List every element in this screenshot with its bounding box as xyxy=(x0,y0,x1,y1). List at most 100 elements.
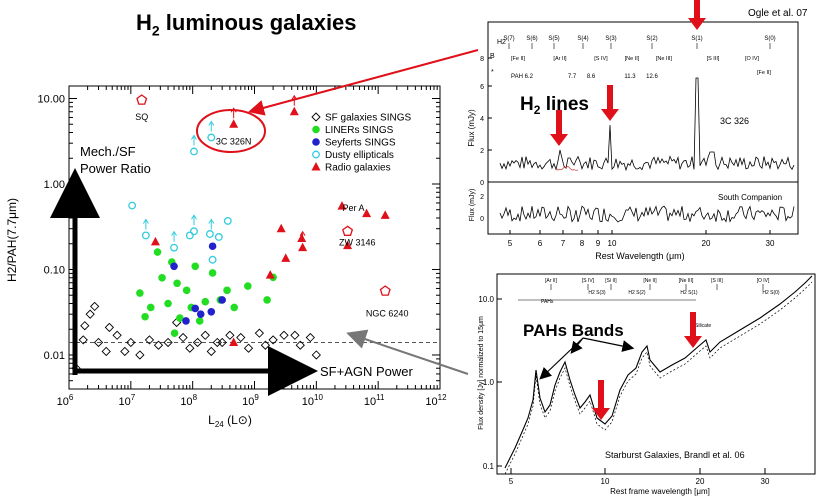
pah-line-id: 7.7 xyxy=(568,74,577,80)
brandl-line-ids: [Ar II] [S IV] [Ne II] [Ne III] [S III] [O IV… xyxy=(518,278,780,329)
ogle-y-label-2: Flux (mJy) xyxy=(469,189,476,222)
data-point xyxy=(141,312,149,321)
pahs-small-label: PAHs xyxy=(541,299,554,305)
h2-lines-annotation: H2 lines xyxy=(520,94,589,117)
brandl-line-id: [S III] xyxy=(711,278,723,284)
ogle-x-tick-label: 6 xyxy=(538,239,543,248)
ogle-y-tick-label: 6 xyxy=(480,84,484,91)
power-ratio-label: Power Ratio xyxy=(80,161,151,176)
data-point xyxy=(217,337,227,348)
main-data-points xyxy=(71,94,391,373)
data-point xyxy=(305,332,315,343)
data-point xyxy=(136,94,148,105)
main-point-labels: SQ 3C 326N Per A ZW 3146 NGC 6240 xyxy=(135,112,408,319)
data-point xyxy=(128,201,137,210)
h2-line-id: S(1) xyxy=(691,36,702,42)
x-tick-label: 1012 xyxy=(425,393,447,408)
legend-label: Radio galaxies xyxy=(325,163,391,174)
x-tick-exp: 12 xyxy=(438,393,447,402)
brandl-red-arrow-shaft xyxy=(598,380,604,410)
data-point xyxy=(136,289,144,297)
upper-limit-arrowhead xyxy=(191,134,197,140)
data-point xyxy=(260,340,271,350)
data-point xyxy=(379,285,391,296)
brandl-red-arrow-head xyxy=(592,408,610,420)
data-point xyxy=(254,328,265,338)
x-tick-exp: 9 xyxy=(254,393,259,402)
star-row-label: * xyxy=(491,69,494,76)
fine-line-id: [Ar II] xyxy=(553,56,567,62)
data-point xyxy=(90,301,100,312)
data-point xyxy=(243,343,254,353)
red-arrow-shaft xyxy=(607,85,613,111)
x-tick-exp: 11 xyxy=(376,393,385,402)
h2-line-id: S(7) xyxy=(503,36,514,42)
legend-label: Dusty ellipticals xyxy=(325,150,394,161)
data-point xyxy=(200,330,210,340)
data-point xyxy=(225,330,235,340)
ogle-y2-tick-label: 0 xyxy=(480,216,484,223)
data-point xyxy=(135,350,145,360)
h2-row-label: H2 xyxy=(497,39,506,46)
fine-line-id: [Fe II] xyxy=(511,56,526,62)
ogle-source-label: 3C 326 xyxy=(720,116,749,126)
x-tick-exp: 8 xyxy=(193,393,198,402)
page-title: H2 luminous galaxies xyxy=(136,10,357,38)
data-point xyxy=(153,340,164,350)
main-y-axis-label: H2/PAH(7.7μm) xyxy=(5,198,19,282)
fine-line-id: [S III] xyxy=(707,56,720,62)
ogle-x-tick-label: 20 xyxy=(702,239,711,248)
ogle-x-tick-label: 8 xyxy=(580,239,585,248)
data-point xyxy=(190,227,198,236)
brandl-line-id: [Ne III] xyxy=(679,278,694,284)
data-point xyxy=(342,225,354,236)
point-label: Per A xyxy=(343,203,365,213)
data-point xyxy=(207,133,216,142)
brandl-line-id: [Ar II] xyxy=(545,278,558,284)
brandl-h2-id: H2 S(0) xyxy=(762,290,780,296)
legend-label: SF galaxies SINGS xyxy=(325,113,411,124)
x-tick-base: 10 xyxy=(57,396,69,408)
pah-band-pointer xyxy=(539,337,584,380)
brandl-credit: Starburst Galaxies, Brandl et al. 06 xyxy=(605,450,745,460)
data-point xyxy=(229,119,239,128)
data-point xyxy=(297,233,307,243)
pahs-bands-annotation: PAHs Bands xyxy=(523,321,624,340)
point-label: SQ xyxy=(135,112,148,122)
b-row-label: B xyxy=(490,53,495,60)
ogle-line-ids: S(7) S(6) S(5) S(4) S(3) S(2) S(1) S(0) H2B * [Fe … xyxy=(490,36,776,80)
red-arrow-head xyxy=(601,109,619,121)
data-point xyxy=(208,242,217,251)
ogle-spectrum-line xyxy=(499,77,795,172)
y-tick-label: 1.00 xyxy=(44,179,65,191)
pah-line-id: 11.3 xyxy=(624,74,636,80)
ogle-x-tick-label: 7 xyxy=(561,239,566,248)
callout-arrow-gray xyxy=(346,329,469,375)
data-point xyxy=(281,253,291,262)
data-point xyxy=(185,343,195,353)
data-point xyxy=(191,262,200,271)
ogle-y-label: Flux (mJy) xyxy=(467,109,476,147)
data-point xyxy=(195,317,204,325)
brandl-h2-id: H2 S(3) xyxy=(588,290,606,296)
brandl-ticks: 5 10 20 30 0.1 1.0 10.0 xyxy=(478,295,770,486)
brandl-y-tick-label: 1.0 xyxy=(483,378,495,387)
x-tick-base: 10 xyxy=(364,396,376,408)
data-point xyxy=(201,297,210,306)
brandl-red-arrow-head xyxy=(684,336,702,348)
data-point xyxy=(144,335,155,345)
legend-marker xyxy=(312,125,320,134)
data-point xyxy=(229,337,239,346)
data-point xyxy=(120,346,130,357)
x-tick-label: 1010 xyxy=(302,393,324,408)
ogle-x-tick-label: 5 xyxy=(508,239,513,248)
data-point xyxy=(207,307,216,316)
brandl-spectrum-line xyxy=(504,275,813,469)
red-arrow-head xyxy=(550,134,568,146)
data-point xyxy=(176,314,184,322)
red-arrow-head xyxy=(688,18,706,30)
brandl-x-tick-label: 5 xyxy=(509,477,514,486)
brandl-x-tick-label: 30 xyxy=(761,477,770,486)
data-point xyxy=(150,236,160,246)
upper-limit-arrowhead xyxy=(191,214,197,220)
